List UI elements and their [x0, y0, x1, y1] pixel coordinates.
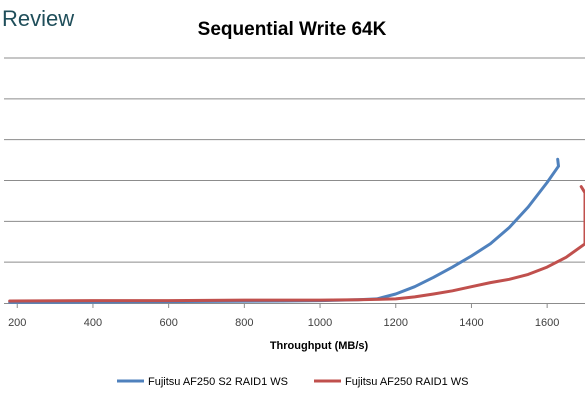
- x-axis: 200 400 600 800 1000 1200 1400 1600: [4, 303, 585, 329]
- series-lines: [8, 157, 585, 304]
- x-axis-label: Throughput (MB/s): [270, 340, 369, 352]
- x-tick-label: 800: [235, 317, 253, 329]
- x-tick-label: 200: [8, 317, 26, 329]
- brand-logo-text: Review: [2, 6, 74, 31]
- x-tick-label: 1600: [535, 317, 559, 329]
- legend-label-raid1: Fujitsu AF250 RAID1 WS: [345, 376, 469, 388]
- x-tick-label: 1400: [459, 317, 483, 329]
- x-tick-label: 1200: [384, 317, 408, 329]
- legend-label-s2: Fujitsu AF250 S2 RAID1 WS: [148, 376, 288, 388]
- series-line-raid1: [8, 185, 585, 303]
- x-tick-label: 400: [84, 317, 102, 329]
- legend: Fujitsu AF250 S2 RAID1 WS Fujitsu AF250 …: [117, 376, 469, 388]
- x-tick-label: 1000: [308, 317, 332, 329]
- gridlines: [4, 57, 585, 263]
- x-tick-label: 600: [159, 317, 177, 329]
- chart-title: Sequential Write 64K: [198, 19, 387, 40]
